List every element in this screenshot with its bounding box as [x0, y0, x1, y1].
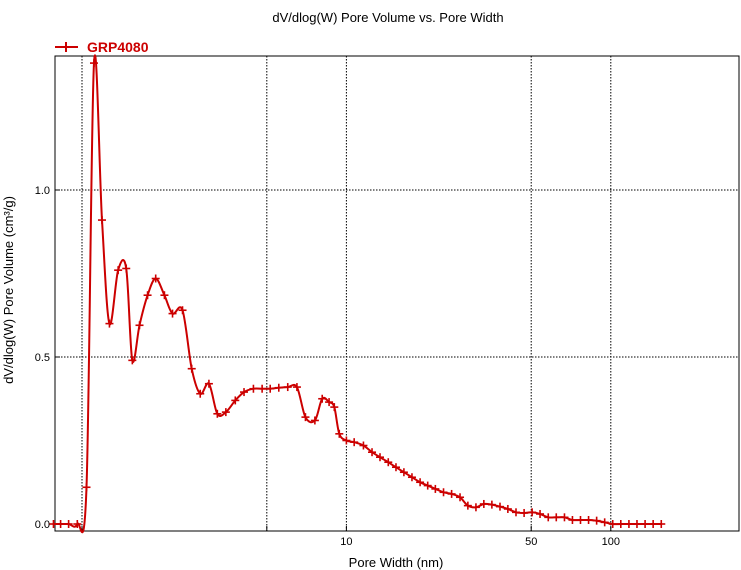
data-point: [342, 436, 351, 445]
data-point: [82, 483, 91, 492]
data-point: [600, 518, 609, 527]
y-tick-label: 0.0: [35, 519, 50, 531]
data-point: [73, 520, 82, 528]
data-point: [632, 520, 641, 528]
data-point: [641, 520, 650, 528]
data-point: [249, 384, 258, 393]
data-point: [128, 356, 137, 365]
data-point: [399, 468, 408, 477]
data-point: [376, 453, 385, 462]
data-point: [608, 520, 617, 528]
data-point: [407, 473, 416, 482]
data-point: [89, 59, 98, 68]
data-point: [292, 383, 301, 392]
data-point: [544, 513, 553, 522]
grid: [55, 56, 739, 531]
data-point: [447, 489, 456, 498]
data-point: [552, 513, 561, 522]
data-point: [359, 441, 368, 450]
data-point: [135, 321, 144, 330]
data-point: [568, 515, 577, 524]
data-point: [330, 403, 339, 412]
data-point: [536, 509, 545, 518]
data-point: [204, 379, 213, 388]
data-point: [301, 413, 310, 422]
data-point: [310, 416, 319, 425]
data-point: [512, 508, 521, 517]
data-point: [240, 388, 249, 397]
data-point: [350, 438, 359, 447]
data-point: [325, 398, 334, 407]
data-point: [391, 463, 400, 472]
data-point: [97, 216, 106, 225]
legend: GRP4080: [55, 39, 149, 55]
legend-label: GRP4080: [87, 39, 149, 55]
data-point: [143, 291, 152, 300]
data-point: [416, 478, 425, 487]
data-point: [56, 520, 65, 528]
y-ticks: 0.0 0.5 1.0: [35, 185, 60, 531]
data-point: [528, 508, 537, 517]
data-point: [283, 383, 292, 392]
data-point: [196, 389, 205, 398]
data-point: [213, 409, 222, 418]
data-point: [187, 364, 196, 373]
data-point: [221, 408, 230, 417]
data-point: [657, 520, 666, 528]
data-point: [487, 500, 496, 509]
data-point: [576, 515, 585, 524]
data-point: [64, 520, 73, 528]
y-tick-label: 0.5: [35, 352, 50, 364]
data-point: [456, 493, 465, 502]
data-point: [114, 266, 123, 275]
data-point: [384, 458, 393, 467]
data-point: [178, 306, 187, 315]
data-point: [560, 513, 569, 522]
data-point: [423, 481, 432, 490]
data-point: [335, 429, 344, 438]
data-point: [616, 520, 625, 528]
data-point: [49, 520, 58, 528]
x-ticks: 10 50 100: [81, 526, 620, 548]
x-tick-label: 100: [602, 536, 620, 548]
data-point: [584, 515, 593, 524]
data-point: [439, 488, 448, 497]
data-point: [592, 516, 601, 525]
data-point: [274, 383, 283, 392]
data-point: [160, 291, 169, 300]
data-point: [471, 503, 480, 512]
chart-title: dV/dlog(W) Pore Volume vs. Pore Width: [272, 10, 503, 25]
data-point: [463, 501, 472, 510]
plot-frame: [54, 55, 740, 532]
y-tick-label: 1.0: [35, 185, 50, 197]
data-point: [649, 520, 658, 528]
series-group: [49, 54, 666, 534]
data-point: [431, 484, 440, 493]
data-point: [151, 274, 160, 283]
data-point: [258, 384, 267, 393]
data-point: [318, 394, 327, 403]
y-axis-label: dV/dlog(W) Pore Volume (cm³/g): [1, 196, 16, 384]
data-point: [266, 384, 275, 393]
x-tick-label: 10: [340, 536, 352, 548]
data-point: [479, 499, 488, 508]
x-tick-label: 50: [525, 536, 537, 548]
data-point: [624, 520, 633, 528]
x-axis-label: Pore Width (nm): [349, 555, 444, 570]
data-point: [503, 504, 512, 513]
data-point: [122, 264, 131, 273]
data-point: [520, 508, 529, 517]
data-point: [168, 309, 177, 318]
data-point: [105, 319, 114, 328]
data-point: [495, 502, 504, 511]
data-point: [368, 448, 377, 457]
data-point: [231, 396, 240, 405]
